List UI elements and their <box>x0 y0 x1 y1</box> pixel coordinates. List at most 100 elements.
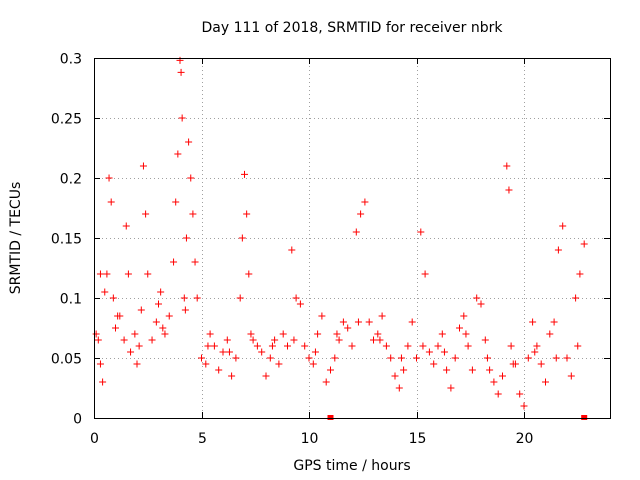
data-point <box>114 312 122 320</box>
data-points <box>92 56 588 420</box>
data-point <box>494 390 502 398</box>
data-point <box>425 348 433 356</box>
data-point <box>483 354 491 362</box>
data-point <box>124 270 132 278</box>
data-point <box>155 300 162 308</box>
chart-title: Day 111 of 2018, SRMTID for receiver nbr… <box>201 20 503 36</box>
data-point <box>206 330 214 338</box>
data-point <box>354 318 362 326</box>
data-point <box>567 372 575 380</box>
data-point <box>241 170 248 178</box>
x-tick-label: 0 <box>90 431 99 447</box>
data-point <box>228 372 236 380</box>
data-point <box>574 342 582 350</box>
data-point <box>210 342 218 350</box>
data-point <box>176 56 184 64</box>
data-point <box>395 384 403 392</box>
zero-data-point <box>327 415 334 420</box>
data-point <box>112 324 119 332</box>
x-tick-label: 20 <box>516 431 534 447</box>
data-point <box>99 378 107 386</box>
plot-frame <box>94 58 611 419</box>
data-point <box>189 210 197 218</box>
data-point <box>204 342 212 350</box>
data-point <box>486 366 494 374</box>
data-point <box>96 360 104 368</box>
data-point <box>238 234 246 242</box>
data-point <box>202 360 210 368</box>
x-tick-label: 5 <box>198 431 207 447</box>
data-point <box>96 270 104 278</box>
data-point <box>309 360 317 368</box>
data-point <box>101 288 109 296</box>
data-point <box>387 354 395 362</box>
data-point <box>331 354 339 362</box>
data-point <box>94 336 102 344</box>
data-point <box>178 114 186 122</box>
data-point <box>288 246 296 254</box>
data-point <box>559 222 567 230</box>
data-point <box>499 372 506 380</box>
data-point <box>460 312 468 320</box>
data-point <box>572 294 580 302</box>
data-point <box>580 240 588 248</box>
data-point <box>301 342 309 350</box>
data-point <box>357 210 365 218</box>
data-point <box>247 330 255 338</box>
data-point <box>135 342 143 350</box>
data-point <box>413 354 420 362</box>
data-point <box>333 330 341 338</box>
data-point <box>438 330 446 338</box>
data-point <box>172 198 180 206</box>
data-point <box>165 312 173 320</box>
data-point <box>481 336 489 344</box>
data-point <box>430 360 438 368</box>
data-point <box>148 336 156 344</box>
data-point <box>397 354 405 362</box>
data-point <box>170 258 178 266</box>
zero-data-point <box>581 415 588 420</box>
data-point <box>327 366 334 374</box>
data-point <box>191 258 199 266</box>
x-axis-label: GPS time / hours <box>293 458 410 474</box>
data-point <box>552 354 560 362</box>
data-point <box>507 342 515 350</box>
data-point <box>509 360 517 368</box>
data-point <box>181 306 189 314</box>
y-tick-label: 0.3 <box>60 52 82 68</box>
data-point <box>443 366 451 374</box>
data-point <box>219 348 227 356</box>
data-point <box>279 330 287 338</box>
data-point <box>296 300 304 308</box>
x-tick-label: 10 <box>301 431 319 447</box>
y-tick-label: 0.15 <box>51 232 82 248</box>
data-point <box>529 318 537 326</box>
data-point <box>232 354 240 362</box>
data-point <box>440 348 448 356</box>
data-point <box>524 354 532 362</box>
data-point <box>464 342 472 350</box>
data-point <box>122 222 130 230</box>
data-point <box>225 348 233 356</box>
data-point <box>322 378 330 386</box>
data-point <box>266 354 274 362</box>
data-point <box>370 336 377 344</box>
data-point <box>335 336 343 344</box>
data-point <box>305 354 313 362</box>
data-point <box>352 228 360 236</box>
data-point <box>531 348 539 356</box>
y-tick-label: 0.05 <box>51 352 82 368</box>
y-tick-label: 0.1 <box>60 292 82 308</box>
data-point <box>249 336 257 344</box>
data-point <box>365 318 373 326</box>
data-point <box>339 318 347 326</box>
data-point <box>245 270 253 278</box>
data-point <box>187 174 195 182</box>
data-point <box>546 330 554 338</box>
data-point <box>105 174 113 182</box>
data-point <box>177 68 185 76</box>
data-point <box>391 372 399 380</box>
data-point <box>131 330 139 338</box>
y-tick-label: 0.25 <box>51 112 82 128</box>
data-point <box>290 336 298 344</box>
